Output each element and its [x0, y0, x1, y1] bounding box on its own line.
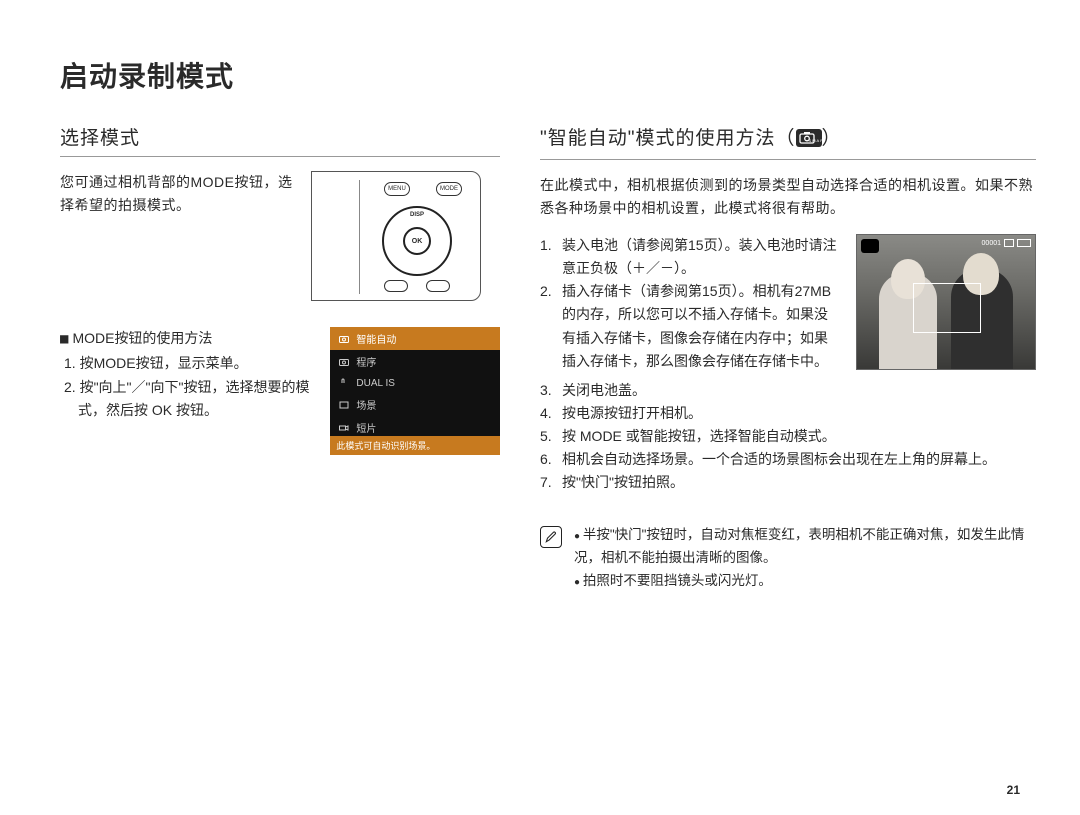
- menu-item-dual-is: DUAL IS: [330, 373, 500, 393]
- note-box: 半按"快门"按钮时，自动对焦框变红，表明相机不能正确对焦，如发生此情况，相机不能…: [540, 524, 1036, 593]
- battery-icon: [1017, 239, 1031, 247]
- right-intro: 在此模式中，相机根据侦测到的场景类型自动选择合适的相机设置。如果不熟悉各种场景中…: [540, 174, 1036, 220]
- mode-button-label: MODE: [436, 182, 462, 196]
- menu-item-program: 程序: [330, 350, 500, 373]
- menu-item-smart-auto: 智能自动: [330, 327, 500, 350]
- menu-item-scene: 场景: [330, 393, 500, 416]
- left-heading: 选择模式: [60, 123, 500, 157]
- camera-icon: [338, 356, 350, 368]
- mode-step-1: 按MODE按钮，显示菜单。: [80, 355, 248, 371]
- menu-button-label: MENU: [384, 182, 410, 196]
- mode-instructions: ■MODE按钮的使用方法 1. 按MODE按钮，显示菜单。 2. 按"向上"／"…: [60, 327, 314, 455]
- disp-label: DISP: [410, 212, 424, 218]
- scene-icon: [338, 399, 350, 411]
- menu-footer: 此模式可自动识别场景。: [330, 436, 500, 455]
- page-number: 21: [1007, 783, 1020, 797]
- ok-label: OK: [403, 227, 431, 255]
- mode-step-2: 按"向上"／"向下"按钮，选择想要的模式，然后按 OK 按钮。: [78, 379, 309, 419]
- movie-icon: [338, 422, 350, 434]
- steps-3-7: 3.关闭电池盖。 4.按电源按钮打开相机。 5.按 MODE 或智能按钮，选择智…: [540, 379, 1036, 494]
- camera-icon: [338, 333, 350, 345]
- left-intro: 您可通过相机背部的MODE按钮，选择希望的拍摄模式。: [60, 171, 295, 301]
- note-1: 半按"快门"按钮时，自动对焦框变红，表明相机不能正确对焦，如发生此情况，相机不能…: [574, 524, 1036, 570]
- page-title: 启动录制模式: [60, 55, 1020, 95]
- mode-title: MODE按钮的使用方法: [72, 330, 212, 346]
- note-2: 拍照时不要阻挡镜头或闪光灯。: [574, 570, 1036, 593]
- note-icon: [540, 526, 562, 548]
- steps-1-2: 1.装入电池（请参阅第15页）。装入电池时请注意正负极（＋／－）。 2.插入存储…: [540, 234, 840, 373]
- svg-text:SMART: SMART: [808, 138, 821, 143]
- smart-auto-icon: SMART: [796, 129, 822, 153]
- camera-back-diagram: MENU MODE DISP OK: [311, 171, 481, 301]
- mode-menu-screenshot: 智能自动 程序 DUAL IS 场景: [330, 327, 500, 455]
- sample-photo: 00001: [856, 234, 1036, 370]
- focus-box: [913, 283, 981, 333]
- hand-icon: [338, 377, 350, 389]
- dpad-diagram: DISP OK: [382, 206, 452, 276]
- left-column: 选择模式 您可通过相机背部的MODE按钮，选择希望的拍摄模式。 MENU MOD…: [60, 123, 500, 593]
- scene-indicator-icon: [861, 239, 879, 253]
- right-column: "智能自动"模式的使用方法（SMART） 在此模式中，相机根据侦测到的场景类型自…: [540, 123, 1036, 593]
- right-heading: "智能自动"模式的使用方法（SMART）: [540, 123, 1036, 160]
- osd-top-right: 00001: [982, 239, 1031, 247]
